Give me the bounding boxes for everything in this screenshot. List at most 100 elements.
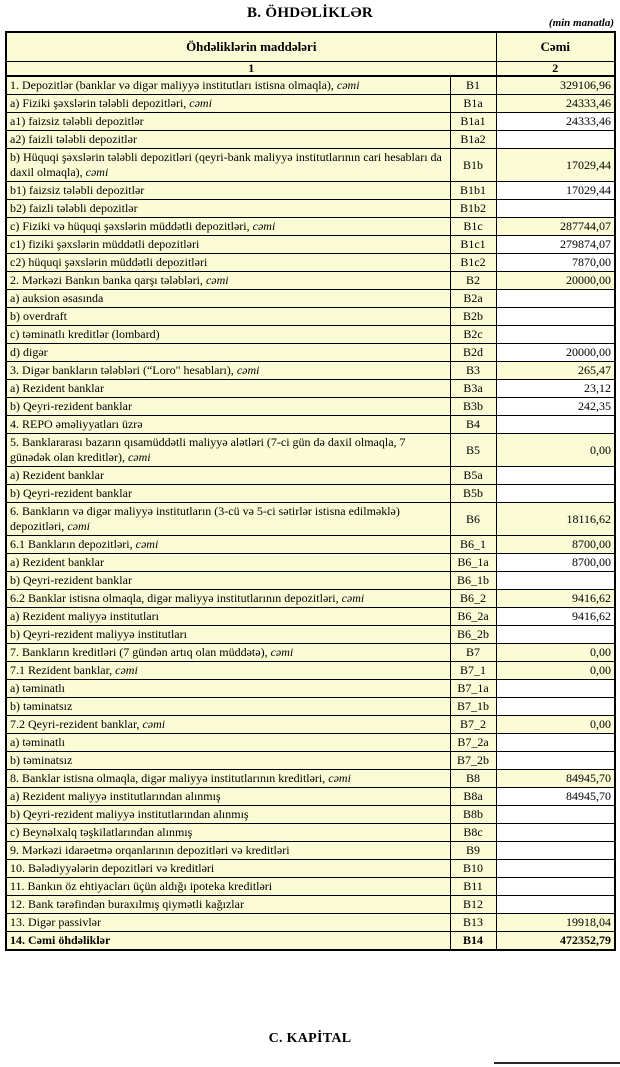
row-code: B3b (449, 397, 497, 416)
row-value: 279874,07 (495, 235, 616, 254)
row-code: B1b1 (449, 181, 497, 200)
row-label-text: b) Hüquqi şəxslərin tələbli depozitləri … (10, 150, 442, 179)
row-code: B1c (449, 217, 497, 236)
row-value (495, 625, 616, 644)
row-value: 8700,00 (495, 553, 616, 572)
row-label-italic-suffix: cəmi (270, 645, 294, 659)
table-row: 1. Depozitlər (banklar və digər maliyyə … (5, 75, 616, 95)
row-code: B7 (449, 643, 497, 662)
row-label: 7.1 Rezident banklar, cəmi (5, 661, 451, 680)
row-label-text: b) overdraft (10, 309, 67, 323)
row-value: 84945,70 (495, 787, 616, 806)
row-code: B12 (449, 895, 497, 914)
row-label: 5. Banklararası bazarın qısamüddətli mal… (5, 433, 451, 467)
row-value (495, 805, 616, 824)
row-value (495, 859, 616, 878)
column-number-total: 2 (495, 61, 616, 77)
row-label-text: 5. Banklararası bazarın qısamüddətli mal… (10, 435, 406, 464)
row-label-text: a) təminatlı (10, 735, 65, 749)
row-code: B13 (449, 913, 497, 932)
row-code: B10 (449, 859, 497, 878)
row-label: b) overdraft (5, 307, 451, 326)
row-value (495, 415, 616, 434)
table-row: b) təminatsız B7_2b (5, 751, 616, 770)
table-row: b) Qeyri-rezident maliyyə institutlarınd… (5, 805, 616, 824)
liabilities-table: Öhdəliklərin maddələri Cəmi 1 2 1. Depoz… (5, 31, 616, 951)
row-value (495, 733, 616, 752)
table-row: b1) faizsiz tələbli depozitlər B1b1 17029,… (5, 181, 616, 200)
row-label-text: 13. Digər passivlər (10, 915, 101, 929)
row-label: 4. REPO əməliyyatları üzrə (5, 415, 451, 434)
row-code: B1b (449, 148, 497, 182)
table-header-row: Öhdəliklərin maddələri Cəmi (5, 31, 616, 62)
table-row: 3. Digər bankların tələbləri (“Loro" hes… (5, 361, 616, 380)
row-code: B2a (449, 289, 497, 308)
row-code: B6_1 (449, 535, 497, 554)
row-value: 265,47 (495, 361, 616, 380)
row-label-text: c1) fiziki şəxslərin müddətli depozitlər… (10, 237, 200, 251)
table-row: b) Qeyri-rezident banklar B5b (5, 484, 616, 503)
row-label-text: b) Qeyri-rezident maliyyə institutları (10, 627, 187, 641)
table-row: a) Rezident banklar B5a (5, 466, 616, 485)
row-label: c) təminatlı kreditlər (lombard) (5, 325, 451, 344)
row-label: 6.1 Bankların depozitləri, cəmi (5, 535, 451, 554)
row-value: 9416,62 (495, 589, 616, 608)
row-label: a2) faizli tələbli depozitlər (5, 130, 451, 149)
row-value (495, 484, 616, 503)
row-value: 20000,00 (495, 271, 616, 290)
row-code: B6_2 (449, 589, 497, 608)
row-label-italic-suffix: cəmi (336, 78, 360, 92)
table-row: b) Qeyri-rezident banklar B3b 242,35 (5, 397, 616, 416)
row-label: a) Fiziki şəxslərin tələbli depozitləri,… (5, 94, 451, 113)
table-row: a) Fiziki şəxslərin tələbli depozitləri,… (5, 94, 616, 113)
row-value (495, 895, 616, 914)
table-row: 6.2 Banklar istisna olmaqla, digər maliy… (5, 589, 616, 608)
row-code: B3a (449, 379, 497, 398)
row-label: c1) fiziki şəxslərin müddətli depozitlər… (5, 235, 451, 254)
row-value (495, 307, 616, 326)
row-label-italic-suffix: cəmi (67, 519, 90, 533)
row-label-italic-suffix: cəmi (189, 96, 212, 110)
row-label-text: 7.2 Qeyri-rezident banklar, (10, 717, 140, 731)
row-code: B6_1a (449, 553, 497, 572)
row-label: b) təminatsız (5, 751, 451, 770)
table-row: 2. Mərkəzi Bankın banka qarşı tələbləri,… (5, 271, 616, 290)
row-code: B1a2 (449, 130, 497, 149)
row-label-text: 7. Bankların kreditləri (7 gündən artıq … (10, 645, 268, 659)
row-value (495, 289, 616, 308)
table-colnum-row: 1 2 (5, 61, 616, 77)
row-code: B5a (449, 466, 497, 485)
table-row: c) Beynəlxalq təşkilatlarından alınmış B8… (5, 823, 616, 842)
row-code: B2b (449, 307, 497, 326)
row-label: 7. Bankların kreditləri (7 gündən artıq … (5, 643, 451, 662)
row-label-text: b2) faizli tələbli depozitlər (10, 201, 138, 215)
table-row: c) Fiziki və hüquqi şəxslərin müddətli d… (5, 217, 616, 236)
row-label-text: b1) faizsiz tələbli depozitlər (10, 183, 145, 197)
row-code: B7_1a (449, 679, 497, 698)
row-label-italic-suffix: cəmi (115, 663, 138, 677)
row-value (495, 823, 616, 842)
row-label: 10. Bələdiyyələrin depozitləri və kredit… (5, 859, 451, 878)
row-label-italic-suffix: cəmi (341, 591, 365, 605)
row-code: B7_1b (449, 697, 497, 716)
row-value: 17029,44 (495, 181, 616, 200)
unit-note: (min manatla) (548, 17, 614, 29)
row-label: 1. Depozitlər (banklar və digər maliyyə … (5, 75, 451, 95)
row-code: B8c (449, 823, 497, 842)
table-row: b2) faizli tələbli depozitlər B1b2 (5, 199, 616, 218)
row-label-text: 1. Depozitlər (banklar və digər maliyyə … (10, 78, 334, 92)
row-label-italic-suffix: cəmi (252, 219, 276, 233)
row-code: B1a1 (449, 112, 497, 131)
row-label-text: 4. REPO əməliyyatları üzrə (10, 417, 143, 431)
row-label: 9. Mərkəzi idarəetmə orqanlarının depozi… (5, 841, 451, 860)
row-label-text: b) Qeyri-rezident maliyyə institutlarınd… (10, 807, 249, 821)
table-row: a) Rezident banklar B3a 23,12 (5, 379, 616, 398)
row-code: B1a (449, 94, 497, 113)
table-row: a) Rezident banklar B6_1a 8700,00 (5, 553, 616, 572)
row-value (495, 877, 616, 896)
row-label: d) digər (5, 343, 451, 362)
row-value: 329106,96 (495, 75, 616, 95)
table-row: 13. Digər passivlər B13 19918,04 (5, 913, 616, 932)
row-label: 6.2 Banklar istisna olmaqla, digər maliy… (5, 589, 451, 608)
table-row: c2) hüquqi şəxslərin müddətli depozitlər… (5, 253, 616, 272)
